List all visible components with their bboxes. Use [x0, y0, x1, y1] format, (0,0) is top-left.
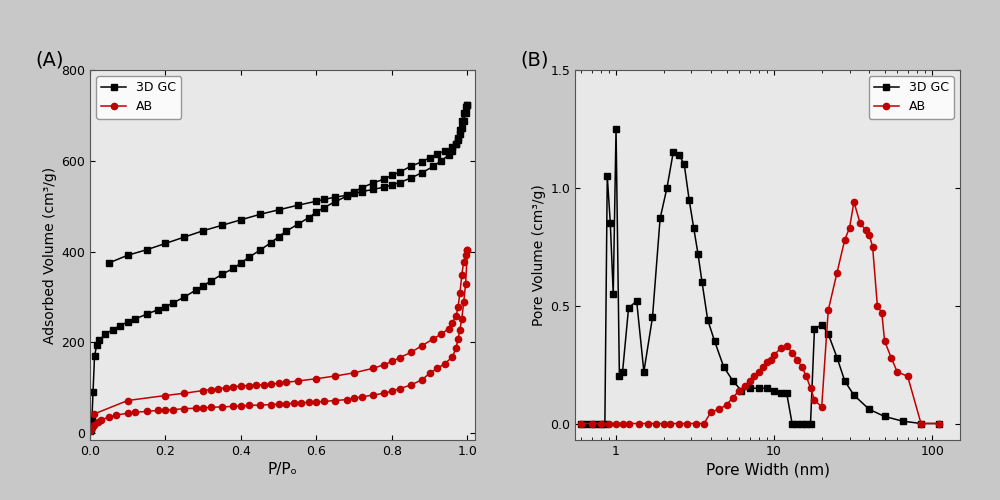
AB [197, 405, 209, 411]
3D GC [405, 163, 417, 169]
AB [733, 388, 745, 394]
3D GC [159, 304, 171, 310]
AB [575, 420, 587, 426]
3D GC [595, 420, 607, 426]
AB [386, 388, 398, 394]
3D GC [450, 142, 462, 148]
3D GC [461, 102, 473, 108]
AB [848, 199, 860, 205]
3D GC [879, 414, 891, 420]
3D GC [610, 126, 622, 132]
AB [159, 407, 171, 413]
Legend: 3D GC, AB: 3D GC, AB [96, 76, 181, 118]
AB [879, 338, 891, 344]
X-axis label: P/Pₒ: P/Pₒ [268, 462, 297, 477]
Line: AB: AB [578, 199, 942, 426]
Y-axis label: Pore Volume (cm³/g): Pore Volume (cm³/g) [532, 184, 546, 326]
3D GC [933, 420, 945, 426]
Text: (A): (A) [35, 50, 64, 69]
AB [658, 420, 670, 426]
AB [460, 282, 472, 288]
3D GC [761, 385, 773, 391]
Line: AB: AB [87, 247, 471, 434]
3D GC [310, 209, 322, 215]
Legend: 3D GC, AB: 3D GC, AB [869, 76, 954, 118]
3D GC [775, 390, 787, 396]
3D GC [702, 317, 714, 323]
Y-axis label: Adsorbed Volume (cm³/g): Adsorbed Volume (cm³/g) [43, 166, 57, 344]
Text: (B): (B) [520, 50, 548, 69]
AB [205, 404, 217, 410]
AB [84, 428, 96, 434]
AB [915, 420, 927, 426]
AB [623, 420, 635, 426]
AB [461, 247, 473, 253]
AB [681, 420, 693, 426]
AB [933, 420, 945, 426]
3D GC [318, 204, 330, 210]
Line: 3D GC: 3D GC [578, 126, 942, 426]
Line: 3D GC: 3D GC [87, 102, 471, 434]
3D GC [673, 152, 685, 158]
X-axis label: Pore Width (nm): Pore Width (nm) [706, 462, 830, 477]
3D GC [84, 428, 96, 434]
AB [356, 394, 368, 400]
3D GC [341, 193, 353, 199]
3D GC [575, 420, 587, 426]
